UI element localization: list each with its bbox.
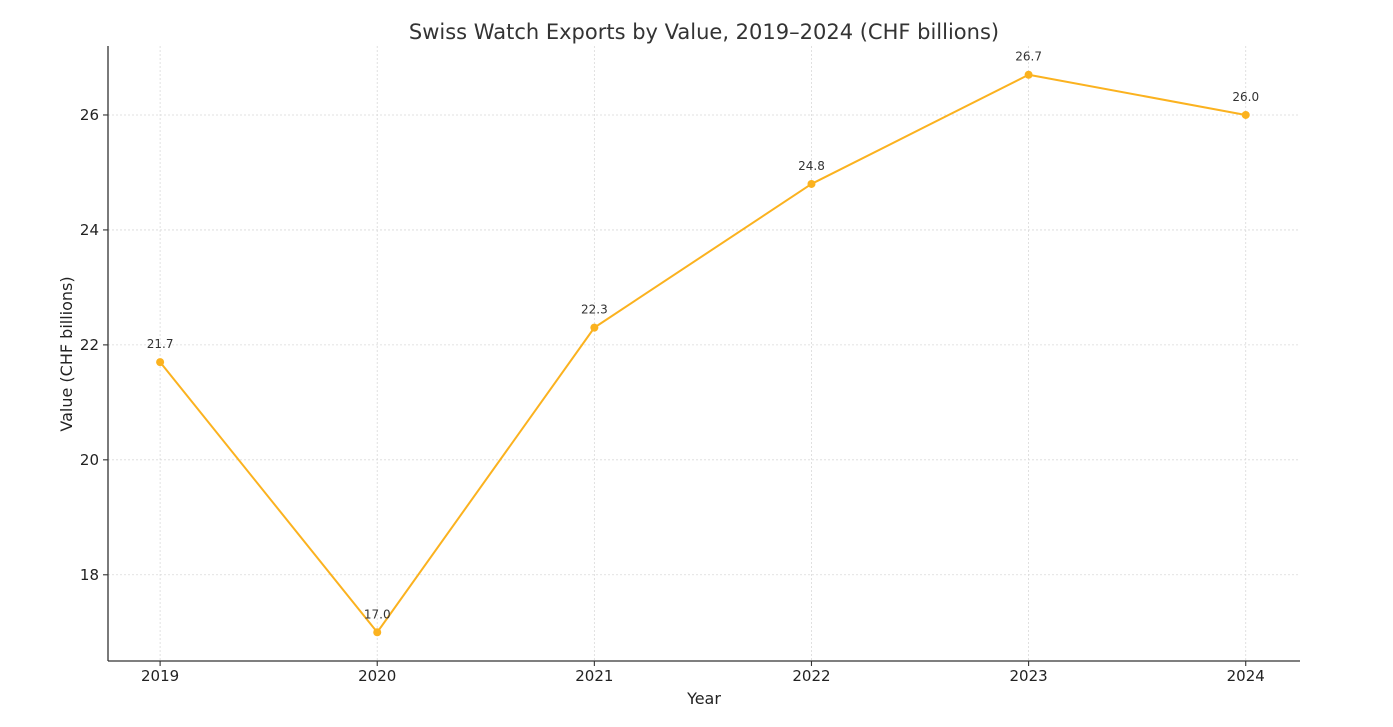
data-point [373, 628, 382, 637]
y-axis-label: Value (CHF billions) [57, 276, 76, 431]
data-point [156, 358, 165, 367]
x-tick-label: 2019 [141, 667, 179, 685]
data-point [1024, 70, 1033, 79]
chart-title: Swiss Watch Exports by Value, 2019–2024 … [409, 20, 999, 44]
data-label: 17.0 [364, 607, 391, 621]
data-point [1241, 110, 1250, 119]
data-label: 26.7 [1015, 50, 1042, 64]
data-point [590, 323, 599, 332]
y-tick-label: 18 [80, 566, 99, 584]
data-point [807, 179, 816, 188]
axes-layer [103, 46, 1300, 666]
x-tick-label: 2022 [792, 667, 830, 685]
y-tick-label: 22 [80, 336, 99, 354]
y-tick-label: 24 [80, 221, 99, 239]
grid-layer [108, 46, 1300, 661]
labels-layer: 2019 2020 2021 2022 2023 2024182022242621.717… [80, 50, 1265, 685]
y-tick-label: 20 [80, 451, 99, 469]
x-tick-label: 2021 [575, 667, 613, 685]
data-label: 26.0 [1232, 90, 1259, 104]
series-layer [156, 70, 1250, 637]
x-axis-label: Year [686, 689, 721, 708]
x-tick-label: 2024 [1227, 667, 1265, 685]
x-tick-label: 2023 [1010, 667, 1048, 685]
series-line [159, 73, 1246, 634]
data-label: 21.7 [147, 337, 174, 351]
y-tick-label: 26 [80, 106, 99, 124]
data-label: 22.3 [581, 303, 608, 317]
data-label: 24.8 [798, 159, 825, 173]
x-tick-label: 2020 [358, 667, 396, 685]
